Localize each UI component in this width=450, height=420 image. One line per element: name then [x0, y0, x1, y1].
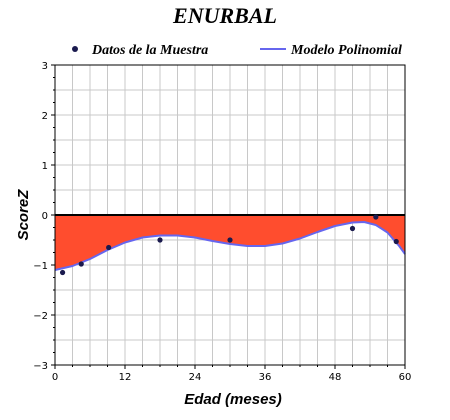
chart-title: ENURBAL — [172, 3, 277, 28]
legend-marker-points — [72, 46, 78, 52]
y-tick-label: −2 — [33, 311, 48, 322]
x-tick-label: 48 — [329, 372, 342, 383]
x-axis-label: Edad (meses) — [184, 391, 282, 408]
x-tick-label: 12 — [119, 372, 132, 383]
legend-label-curve: Modelo Polinomial — [290, 43, 402, 58]
data-point — [157, 237, 163, 243]
y-tick-label: 2 — [42, 111, 48, 122]
x-tick-label: 0 — [52, 372, 58, 383]
legend: Datos de la Muestra Modelo Polinomial — [72, 43, 402, 58]
data-point — [393, 238, 399, 245]
data-point — [349, 225, 356, 232]
data-point — [78, 261, 84, 267]
y-tick-label: −1 — [33, 261, 48, 272]
series-line-modelo-polinomial — [54, 221, 406, 271]
legend-label-points: Datos de la Muestra — [91, 43, 208, 58]
y-tick-label: −3 — [33, 361, 48, 372]
data-point — [227, 237, 233, 243]
y-tick-label: 1 — [42, 161, 48, 172]
y-tick-label: 0 — [42, 211, 48, 222]
data-point — [59, 269, 66, 276]
y-tick-label: 3 — [42, 61, 48, 72]
data-point — [373, 214, 379, 220]
x-tick-label: 36 — [259, 372, 272, 383]
data-point — [106, 244, 112, 251]
x-tick-label: 60 — [399, 372, 412, 383]
y-axis-label: ScoreZ — [15, 189, 32, 241]
x-tick-label: 24 — [189, 372, 202, 383]
